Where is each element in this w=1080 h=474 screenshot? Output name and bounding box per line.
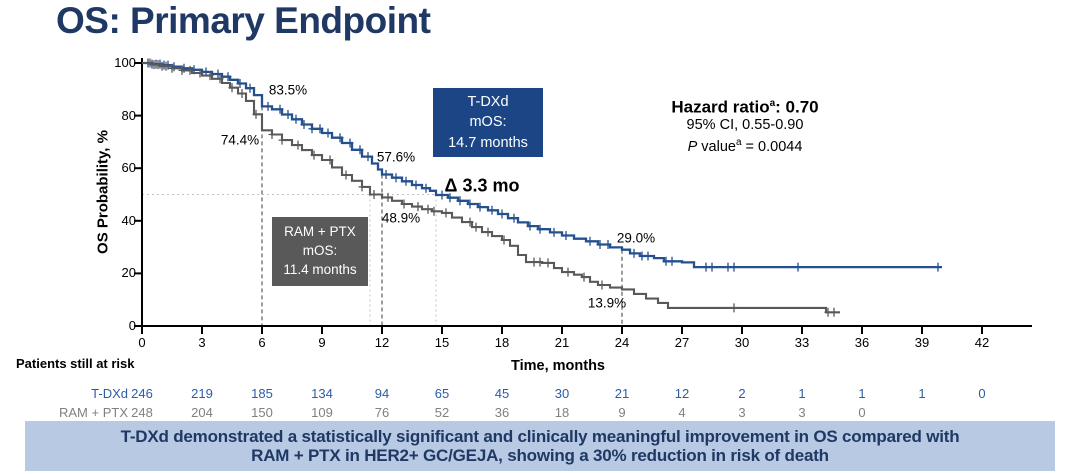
risk-count: 9 xyxy=(618,405,626,420)
landmark-rate-label: 48.9% xyxy=(381,210,421,226)
hazard-ratio-block: Hazard ratioa: 0.70 95% CI, 0.55-0.90 P … xyxy=(671,94,818,155)
summary-banner: T-DXd demonstrated a statistically signi… xyxy=(25,421,1055,471)
censor-marks-tdxd xyxy=(144,58,942,272)
risk-count: 36 xyxy=(494,405,510,420)
risk-count: 30 xyxy=(554,386,570,401)
risk-count: 248 xyxy=(131,405,153,420)
x-tick-label: 24 xyxy=(614,335,630,350)
median-delta-annotation: Δ 3.3 mo xyxy=(444,175,520,196)
risk-table-title: Patients still at risk xyxy=(16,356,135,371)
y-tick-label: 20 xyxy=(121,265,136,281)
tdxd-mos-label: mOS: xyxy=(469,114,507,131)
risk-count: 4 xyxy=(678,405,686,420)
landmark-rate-label: 83.5% xyxy=(268,82,308,98)
y-tick-label: 80 xyxy=(121,107,136,123)
risk-count: 134 xyxy=(311,386,333,401)
confidence-interval-line: 95% CI, 0.55-0.90 xyxy=(686,116,804,133)
ram-mos-value: 11.4 months xyxy=(283,261,357,277)
x-tick-label: 36 xyxy=(854,335,870,350)
tdxd-median-callout: T-DXd mOS: 14.7 months xyxy=(433,88,543,157)
ram-mos-label: mOS: xyxy=(302,243,338,259)
risk-count: 219 xyxy=(191,386,213,401)
censor-marks-ram-ptx xyxy=(146,58,838,317)
risk-count: 185 xyxy=(251,386,273,401)
y-axis-title: OS Probability, % xyxy=(94,130,112,254)
x-axis-title: Time, months xyxy=(511,358,605,374)
risk-count: 204 xyxy=(191,405,213,420)
summary-line-2: RAM + PTX in HER2+ GC/GEJA, showing a 30… xyxy=(251,446,829,465)
risk-count: 150 xyxy=(251,405,273,420)
risk-count: 65 xyxy=(434,386,450,401)
hazard-ratio-line: Hazard ratioa: 0.70 xyxy=(671,97,819,117)
risk-count: 52 xyxy=(434,405,450,420)
risk-row-label-ram-ptx: RAM + PTX xyxy=(59,405,128,420)
tdxd-name: T-DXd xyxy=(467,94,509,111)
x-tick-label: 9 xyxy=(318,335,326,350)
risk-row-label-tdxd: T-DXd xyxy=(91,386,128,401)
risk-count: 2 xyxy=(738,386,746,401)
x-tick-label: 0 xyxy=(138,335,146,350)
risk-count: 1 xyxy=(858,386,866,401)
x-tick-label: 27 xyxy=(674,335,690,350)
risk-count: 12 xyxy=(674,386,690,401)
x-tick-label: 21 xyxy=(554,335,570,350)
y-tick-label: 0 xyxy=(128,318,136,333)
risk-count: 1 xyxy=(798,386,806,401)
landmark-rate-label: 29.0% xyxy=(616,230,656,246)
x-tick-label: 15 xyxy=(434,335,450,350)
y-tick-label: 60 xyxy=(121,160,136,176)
landmark-rate-label: 74.4% xyxy=(220,132,260,148)
x-tick-label: 39 xyxy=(914,335,930,350)
risk-count: 246 xyxy=(131,386,153,401)
risk-count: 45 xyxy=(494,386,510,401)
risk-count: 94 xyxy=(374,386,390,401)
risk-count: 0 xyxy=(978,386,986,401)
x-tick-label: 42 xyxy=(974,335,990,350)
p-value-line: P valuea = 0.0044 xyxy=(687,136,803,155)
risk-count: 0 xyxy=(858,405,866,420)
risk-count: 21 xyxy=(614,386,630,401)
risk-count: 18 xyxy=(554,405,570,420)
x-tick-label: 18 xyxy=(494,335,510,350)
ram-name: RAM + PTX xyxy=(284,224,356,240)
x-tick-label: 30 xyxy=(734,335,750,350)
page-title: OS: Primary Endpoint xyxy=(56,0,431,41)
y-tick-label: 100 xyxy=(114,55,136,70)
risk-count: 1 xyxy=(918,386,926,401)
x-tick-label: 33 xyxy=(794,335,810,350)
risk-count: 3 xyxy=(798,405,806,420)
landmark-rate-label: 57.6% xyxy=(376,149,416,165)
x-tick-label: 12 xyxy=(374,335,390,350)
landmark-rate-label: 13.9% xyxy=(587,295,627,311)
x-tick-label: 3 xyxy=(198,335,206,350)
x-tick-label: 6 xyxy=(258,335,266,350)
risk-count: 76 xyxy=(374,405,390,420)
tdxd-mos-value: 14.7 months xyxy=(448,134,528,151)
ram-ptx-median-callout: RAM + PTX mOS: 11.4 months xyxy=(272,217,368,286)
summary-line-1: T-DXd demonstrated a statistically signi… xyxy=(120,426,960,446)
y-tick-label: 40 xyxy=(121,212,136,228)
risk-count: 109 xyxy=(311,405,333,420)
risk-count: 3 xyxy=(738,405,746,420)
